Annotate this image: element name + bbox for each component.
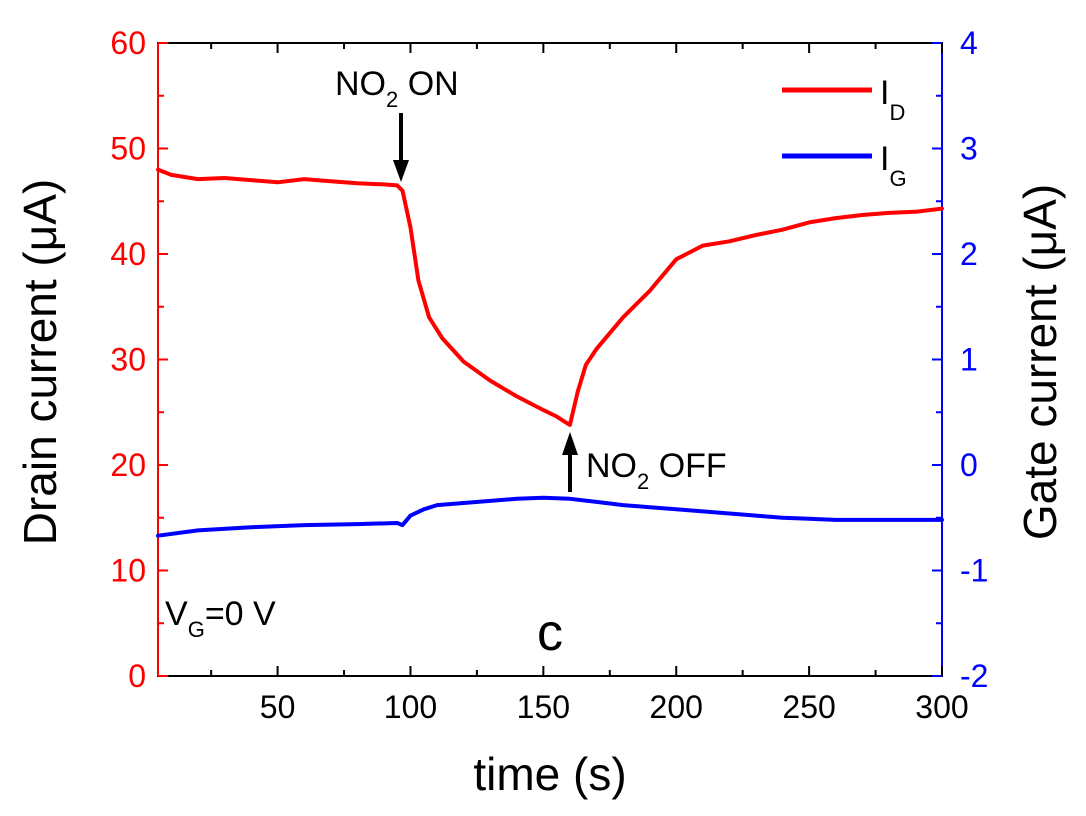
legend-label-drain: ID: [880, 74, 905, 125]
y-right-tick-label: -2: [960, 658, 988, 694]
annotation-no2-off: NO2 OFF: [562, 432, 727, 494]
y-left-tick-label: 20: [110, 447, 146, 483]
y-left-tick-label: 60: [110, 25, 146, 61]
y-left-tick-label: 30: [110, 342, 146, 378]
x-tick-label: 50: [260, 689, 296, 725]
y-right-tick-label: 0: [960, 447, 978, 483]
series-line-drain: [156, 167, 944, 427]
legend: ID IG: [782, 74, 907, 191]
y-right-tick-label: 1: [960, 342, 978, 378]
legend-label-drain-sub: D: [889, 100, 905, 125]
series-layer: [156, 167, 944, 538]
annotation-no2-on: NO2 ON: [335, 65, 459, 182]
y-right-tick-label: 4: [960, 25, 978, 61]
right-axis-title: Gate current (μA): [1014, 184, 1066, 540]
x-axis-title: time (s): [473, 748, 626, 800]
x-tick-label: 200: [650, 689, 703, 725]
y-right-tick-label: 2: [960, 236, 978, 272]
y-left-tick-label: 10: [110, 553, 146, 589]
tick-labels: 50 100 150 200 250 300 0 10 20 30 40 50 60 -2 -1 0 1 2 3 4: [110, 25, 988, 725]
x-tick-label: 100: [384, 689, 437, 725]
legend-label-gate-sub: G: [889, 166, 906, 191]
annotation-no2-off-label: NO2 OFF: [586, 447, 727, 494]
ticks: [158, 42, 943, 677]
y-left-tick-label: 0: [128, 658, 146, 694]
series-line-gate: [156, 495, 944, 538]
y-left-tick-label: 40: [110, 236, 146, 272]
legend-label-gate: IG: [880, 140, 907, 191]
x-tick-label: 300: [915, 689, 968, 725]
annotation-vg: VG=0 V: [165, 595, 276, 642]
legend-label-gate-main: I: [880, 140, 889, 178]
y-right-tick-label: 3: [960, 131, 978, 167]
annotation-no2-on-label: NO2 ON: [335, 65, 459, 112]
x-tick-label: 150: [517, 689, 570, 725]
legend-label-drain-main: I: [880, 74, 889, 112]
y-right-tick-label: -1: [960, 553, 988, 589]
x-tick-label: 250: [782, 689, 835, 725]
annotation-no2-on-arrow-head: [393, 160, 409, 182]
y-left-tick-label: 50: [110, 131, 146, 167]
panel-label: c: [537, 604, 563, 662]
annotation-no2-off-arrow-head: [562, 432, 578, 455]
left-axis-title: Drain current (μA): [14, 179, 66, 545]
